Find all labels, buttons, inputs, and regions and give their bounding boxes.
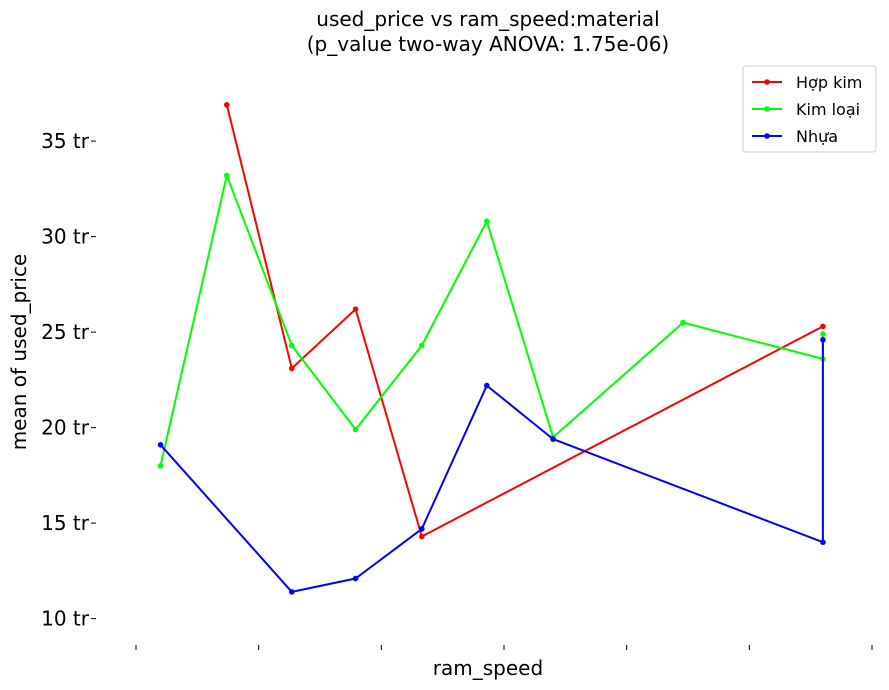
series-layer bbox=[157, 102, 826, 595]
legend-marker bbox=[764, 106, 770, 112]
series-line bbox=[159, 174, 824, 467]
legend-label: Nhựa bbox=[796, 127, 838, 146]
y-axis: 10 tr 15 tr 20 tr 25 tr 30 tr 35 tr bbox=[41, 129, 96, 631]
series-line bbox=[225, 104, 824, 538]
legend-marker bbox=[764, 133, 770, 139]
data-point bbox=[223, 172, 230, 179]
data-point bbox=[820, 539, 826, 546]
data-point bbox=[352, 306, 359, 313]
data-point bbox=[680, 319, 686, 326]
y-tick-label: 30 tr bbox=[41, 225, 90, 249]
y-tick-label: 20 tr bbox=[41, 416, 90, 440]
x-axis-label: ram_speed bbox=[433, 656, 543, 680]
data-point bbox=[419, 533, 425, 540]
y-tick-label: 15 tr bbox=[41, 511, 90, 535]
data-point bbox=[419, 342, 425, 349]
data-point bbox=[550, 436, 556, 442]
data-point bbox=[223, 102, 230, 108]
legend-marker bbox=[764, 79, 770, 85]
chart-subtitle: (p_value two-way ANOVA: 1.75e-06) bbox=[307, 32, 669, 56]
x-axis bbox=[135, 645, 873, 650]
legend-label: Hợp kim bbox=[796, 73, 862, 92]
data-point bbox=[484, 218, 490, 225]
data-point bbox=[157, 463, 164, 469]
y-tick-label: 35 tr bbox=[41, 129, 90, 153]
y-tick-label: 10 tr bbox=[41, 607, 90, 631]
series-1 bbox=[223, 102, 826, 540]
data-point bbox=[419, 526, 425, 532]
data-point bbox=[288, 589, 295, 595]
legend-frame bbox=[742, 65, 877, 153]
data-point bbox=[352, 575, 359, 582]
legend-label: Kim loại bbox=[796, 100, 860, 119]
chart-title: used_price vs ram_speed:material bbox=[316, 7, 659, 31]
data-point bbox=[352, 426, 359, 433]
data-point bbox=[820, 331, 826, 337]
series-line bbox=[159, 339, 824, 593]
series-2 bbox=[157, 172, 826, 469]
y-tick-label: 25 tr bbox=[41, 320, 90, 344]
y-axis-label: mean of used_price bbox=[7, 254, 31, 451]
data-point bbox=[288, 365, 295, 372]
series-3 bbox=[157, 336, 826, 595]
data-point bbox=[820, 336, 826, 343]
legend: Hợp kim Kim loại Nhựa bbox=[742, 65, 877, 153]
data-point bbox=[820, 323, 826, 330]
data-point bbox=[157, 442, 164, 448]
data-point bbox=[484, 382, 490, 389]
data-point bbox=[288, 342, 295, 349]
